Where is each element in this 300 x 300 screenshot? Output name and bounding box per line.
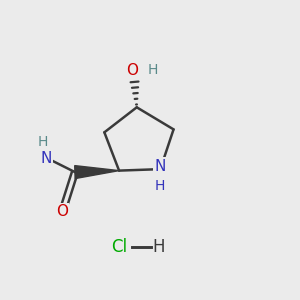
Text: H: H: [155, 179, 166, 193]
Text: H: H: [148, 64, 158, 77]
Text: O: O: [126, 63, 138, 78]
Text: N: N: [154, 159, 166, 174]
Text: O: O: [56, 204, 68, 219]
Polygon shape: [75, 166, 119, 178]
Text: N: N: [41, 151, 52, 166]
Text: Cl: Cl: [111, 238, 127, 256]
Text: H: H: [153, 238, 165, 256]
Text: H: H: [37, 135, 48, 149]
